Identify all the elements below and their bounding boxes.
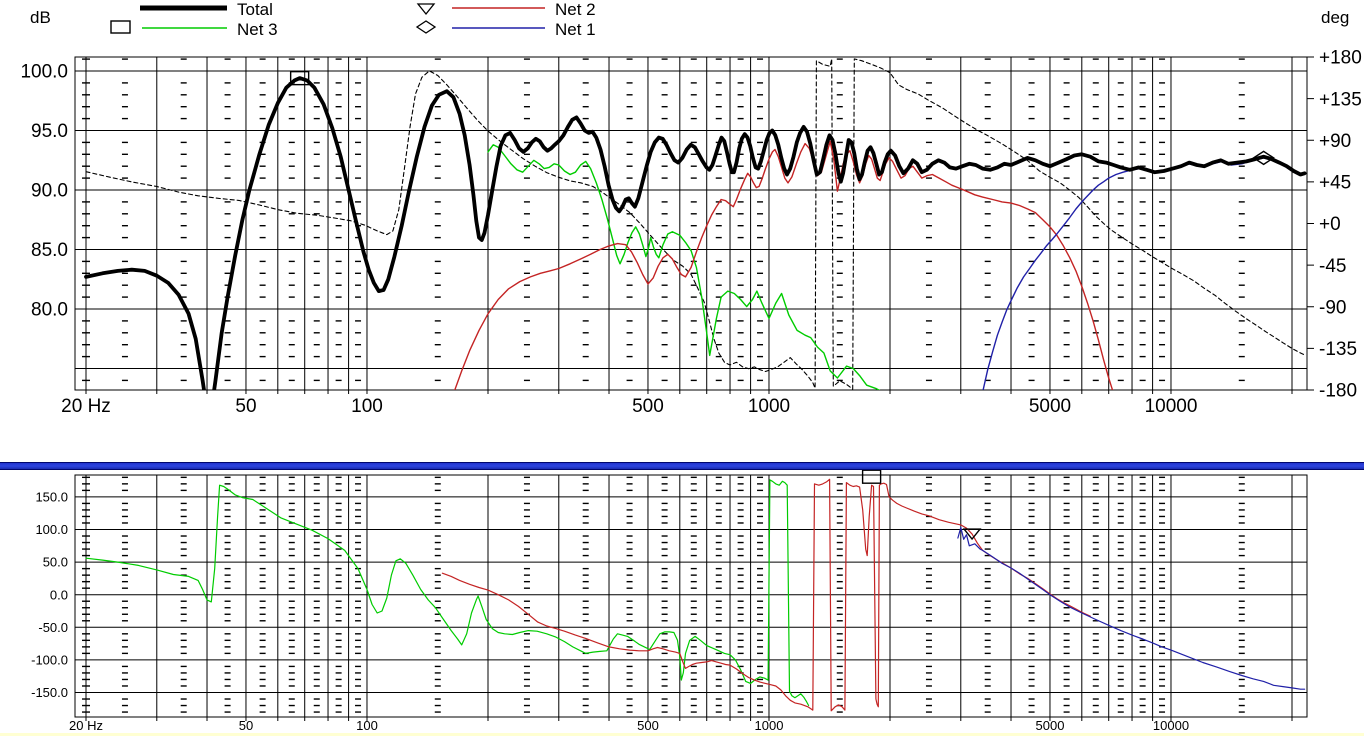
x-tick-label: 50 [239, 718, 253, 733]
y-tick-label: 90.0 [31, 181, 68, 202]
divider-bar [0, 462, 1364, 470]
net-2-phase-curve [441, 478, 1091, 712]
triangle-down-icon [416, 3, 436, 16]
right-axis-unit-label: deg [1321, 8, 1350, 27]
left-axis-unit-label: dB [30, 8, 51, 27]
x-tick-label: 100 [351, 396, 383, 417]
legend: dB deg Total Net 3 Net 2 Net 1 [0, 0, 1364, 44]
y-tick-label: -100.0 [31, 652, 68, 667]
x-tick-label: 1000 [748, 396, 790, 417]
spl-frequency-response-grid [74, 56, 1314, 394]
x-tick-label: 100 [356, 718, 378, 733]
y-tick-label: 0.0 [50, 587, 68, 602]
total-phase-curve [85, 58, 1306, 390]
phase-frequency-response: 150.0 100.0 50.0 0.0 -50.0 -100.0 -150.0 20 Hz 5… [31, 469, 1308, 733]
x-tick-label: 1000 [755, 718, 784, 733]
total-curve [84, 76, 1307, 390]
x-tick-label: 5000 [1036, 718, 1065, 733]
x-tick-label: 10000 [1145, 396, 1198, 417]
triangle-down-marker [962, 528, 982, 541]
legend-label-net2: Net 2 [555, 0, 596, 19]
y-tick-label: 100.0 [20, 62, 68, 83]
net-1-phase-curve [957, 526, 1306, 690]
legend-swatches-left [110, 5, 227, 34]
x-tick-label: 10000 [1153, 718, 1189, 733]
legend-label-total: Total [237, 0, 273, 19]
deg-tick-label: -90 [1319, 297, 1346, 318]
deg-tick-label: +180 [1319, 48, 1362, 69]
deg-tick-label: +90 [1319, 131, 1351, 152]
legend-swatches-right [415, 3, 545, 34]
y-tick-label: 85.0 [31, 240, 68, 261]
y-tick-label: 150.0 [35, 489, 68, 504]
spl-frequency-response-curves [84, 58, 1307, 390]
square-marker [289, 70, 310, 86]
net-2-curve [454, 140, 1114, 390]
net-3-phase-curve [85, 479, 810, 707]
net-3-curve [487, 144, 881, 390]
deg-tick-label: +0 [1319, 214, 1341, 235]
y-tick-label: 50.0 [43, 555, 68, 570]
phase-frequency-response-markers [861, 469, 982, 541]
x-tick-label: 500 [637, 718, 659, 733]
phase-frequency-response-curves [85, 478, 1306, 712]
x-tick-label: 50 [235, 396, 256, 417]
square-marker [861, 469, 882, 484]
deg-tick-label: +135 [1319, 89, 1362, 110]
legend-label-net1: Net 1 [555, 20, 596, 39]
window-edge-strip [0, 733, 1364, 736]
spl-frequency-response-minor-grid [82, 58, 1245, 382]
y-tick-label: -150.0 [31, 685, 68, 700]
x-tick-label: 5000 [1029, 396, 1071, 417]
x-tick-label: 20 Hz [61, 396, 111, 417]
x-tick-label: 20 Hz [69, 718, 103, 733]
y-tick-label: 100.0 [35, 522, 68, 537]
spl-frequency-response-labels: 100.0 95.0 90.0 85.0 80.0 +180 +135 +90 +45 +0 -45… [20, 48, 1361, 417]
deg-tick-label: -135 [1319, 339, 1357, 360]
y-tick-label: -50.0 [38, 620, 68, 635]
diamond-icon [415, 20, 437, 34]
deg-tick-label: -45 [1319, 256, 1346, 277]
spl-frequency-response-markers [289, 70, 1275, 166]
deg-tick-label: -180 [1319, 381, 1357, 402]
diamond-marker [1252, 150, 1275, 166]
spl-frequency-response: 100.0 95.0 90.0 85.0 80.0 +180 +135 +90 +45 +0 -45… [20, 48, 1361, 417]
deg-tick-label: +45 [1319, 173, 1351, 194]
phase-frequency-response-minor-grid [82, 476, 1245, 713]
phase-frequency-response-grid [74, 474, 1308, 721]
square-icon [110, 20, 131, 34]
phase-frequency-response-labels: 150.0 100.0 50.0 0.0 -50.0 -100.0 -150.0 20 Hz 5… [31, 489, 1189, 733]
x-tick-label: 500 [632, 396, 664, 417]
legend-label-net3: Net 3 [237, 20, 278, 39]
y-tick-label: 95.0 [31, 121, 68, 142]
y-tick-label: 80.0 [31, 300, 68, 321]
